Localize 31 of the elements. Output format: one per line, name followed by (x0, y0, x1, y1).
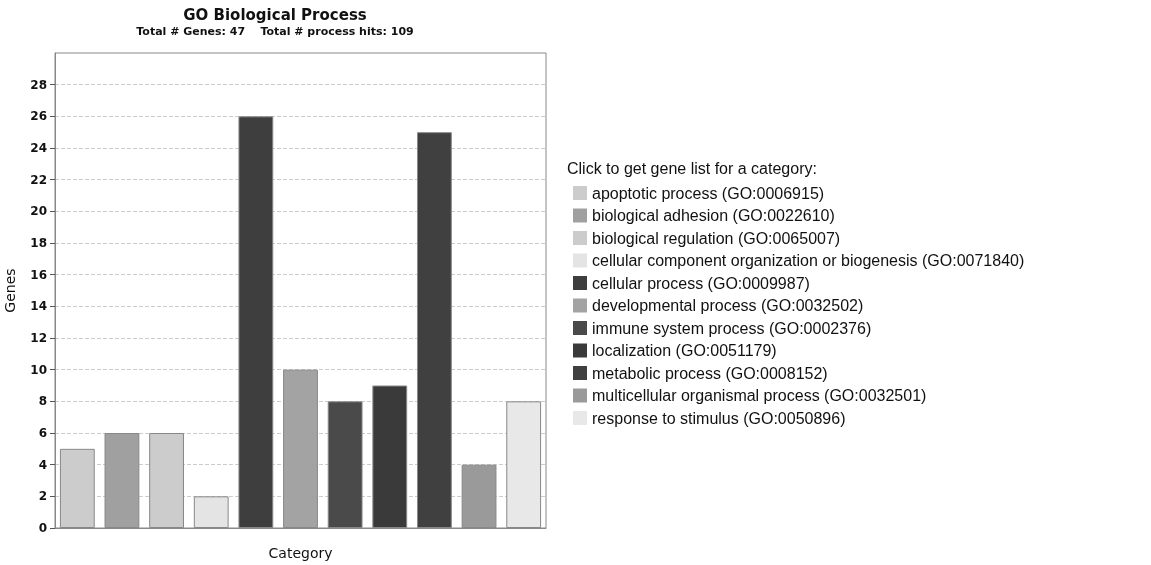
y-tick-label: 4 (38, 457, 47, 472)
y-tick-label: 8 (38, 394, 47, 409)
y-tick-label: 22 (30, 172, 47, 187)
legend-label: cellular process (GO:0009987) (592, 274, 810, 292)
y-tick-label: 0 (38, 521, 47, 535)
y-tick-label: 28 (30, 77, 47, 92)
x-axis-title: Category (268, 545, 333, 561)
legend-label: cellular component organization or biogenesis (GO:0071840) (592, 252, 1025, 269)
y-tick-label: 12 (30, 331, 47, 345)
y-tick-label: 10 (30, 362, 47, 377)
legend-label: multicellular organismal process (GO:0032501) (592, 387, 927, 404)
legend-label: apoptotic process (GO:0006915) (592, 184, 825, 202)
legend-label: biological adhesion (GO:0022610) (592, 207, 835, 224)
legend-label: developmental process (GO:0032502) (592, 297, 864, 314)
y-tick-label: 2 (38, 489, 47, 504)
y-tick-label: 6 (38, 426, 47, 440)
y-tick-label: 14 (30, 299, 47, 314)
legend-label: biological regulation (GO:0065007) (592, 229, 841, 247)
legend-label: metabolic process (GO:0008152) (592, 364, 828, 382)
y-tick-label: 24 (30, 141, 47, 155)
y-tick-label: 20 (30, 204, 47, 219)
chart-subtitle: Total # Genes: 47 Total # process hits: 109 (136, 25, 414, 38)
legend-label: immune system process (GO:0002376) (592, 319, 872, 337)
y-tick-label: 16 (30, 267, 47, 282)
legend-label: response to stimulus (GO:0050896) (592, 409, 846, 427)
legend-label: localization (GO:0051179) (592, 342, 777, 359)
y-axis-title: Genes (2, 268, 18, 313)
y-tick-label: 18 (30, 236, 47, 250)
legend-title: Click to get gene list for a category: (567, 159, 817, 177)
y-tick-label: 26 (30, 109, 47, 124)
chart-title: GO Biological Process (183, 5, 367, 24)
